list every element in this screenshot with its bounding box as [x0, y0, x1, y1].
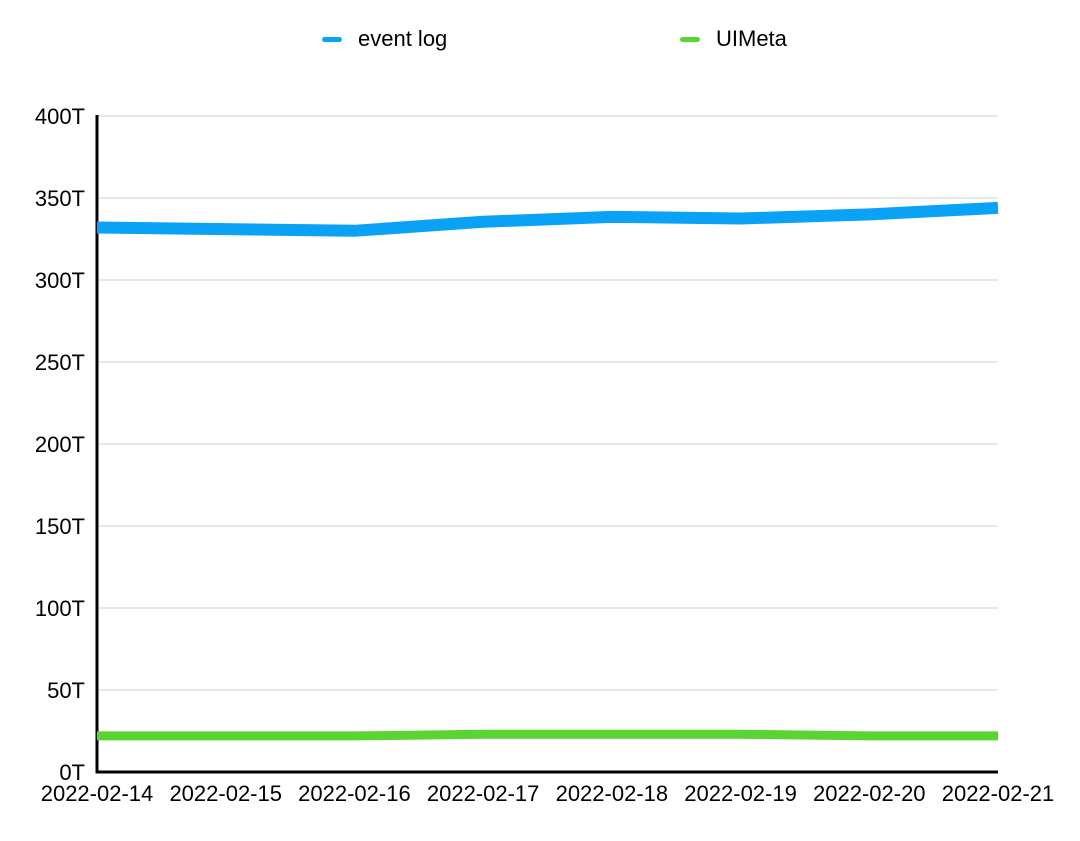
- y-axis-tick-label: 250T: [35, 350, 85, 375]
- legend-swatch-event-log: [322, 36, 342, 42]
- x-axis-tick-label: 2022-02-20: [813, 781, 926, 806]
- legend-item-uimeta[interactable]: UIMeta: [680, 28, 787, 50]
- y-axis-tick-label: 400T: [35, 104, 85, 129]
- x-axis-tick-label: 2022-02-15: [169, 781, 282, 806]
- series-line-UIMeta: [97, 729, 998, 741]
- x-axis-tick-label: 2022-02-18: [556, 781, 669, 806]
- y-axis-tick-label: 150T: [35, 514, 85, 539]
- y-axis-tick-label: 50T: [47, 678, 85, 703]
- x-axis-tick-label: 2022-02-19: [684, 781, 797, 806]
- legend-label-uimeta: UIMeta: [716, 26, 787, 51]
- series-line-event-log: [96, 201, 999, 237]
- x-axis-tick-label: 2022-02-17: [427, 781, 540, 806]
- y-axis-tick-label: 100T: [35, 596, 85, 621]
- legend-swatch-uimeta: [680, 36, 700, 42]
- y-axis-tick-label: 300T: [35, 268, 85, 293]
- x-axis-tick-label: 2022-02-16: [298, 781, 411, 806]
- legend-label-event-log: event log: [358, 26, 448, 51]
- y-axis-tick-label: 350T: [35, 186, 85, 211]
- legend-item-event-log[interactable]: event log: [322, 28, 447, 50]
- y-axis-tick-label: 200T: [35, 432, 85, 457]
- x-axis-tick-label: 2022-02-21: [942, 781, 1055, 806]
- x-axis-tick-label: 2022-02-14: [41, 781, 154, 806]
- y-axis-tick-label: 0T: [59, 760, 85, 785]
